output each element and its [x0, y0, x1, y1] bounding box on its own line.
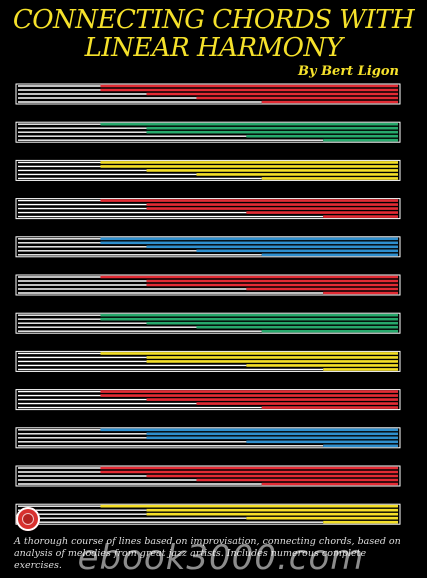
staff-9 — [15, 389, 401, 411]
title-line-1: CONNECTING CHORDS WITH — [12, 5, 415, 35]
publisher-logo — [16, 507, 40, 531]
staff-8 — [15, 350, 401, 372]
book-title: CONNECTING CHORDS WITH LINEAR HARMONY — [0, 6, 427, 62]
staff-5 — [15, 236, 401, 258]
staff-1 — [15, 83, 401, 105]
staff-6 — [15, 274, 401, 296]
staff-3 — [15, 159, 401, 181]
author-byline: By Bert Ligon — [298, 64, 399, 79]
staff-4 — [15, 198, 401, 220]
cover-blurb: A thorough course of lines based on impr… — [14, 536, 401, 571]
staff-7 — [15, 312, 401, 334]
title-line-2: LINEAR HARMONY — [84, 33, 343, 63]
staff-11 — [15, 465, 401, 487]
staff-2 — [15, 121, 401, 143]
staff-12 — [15, 503, 401, 525]
staff-10 — [15, 427, 401, 449]
